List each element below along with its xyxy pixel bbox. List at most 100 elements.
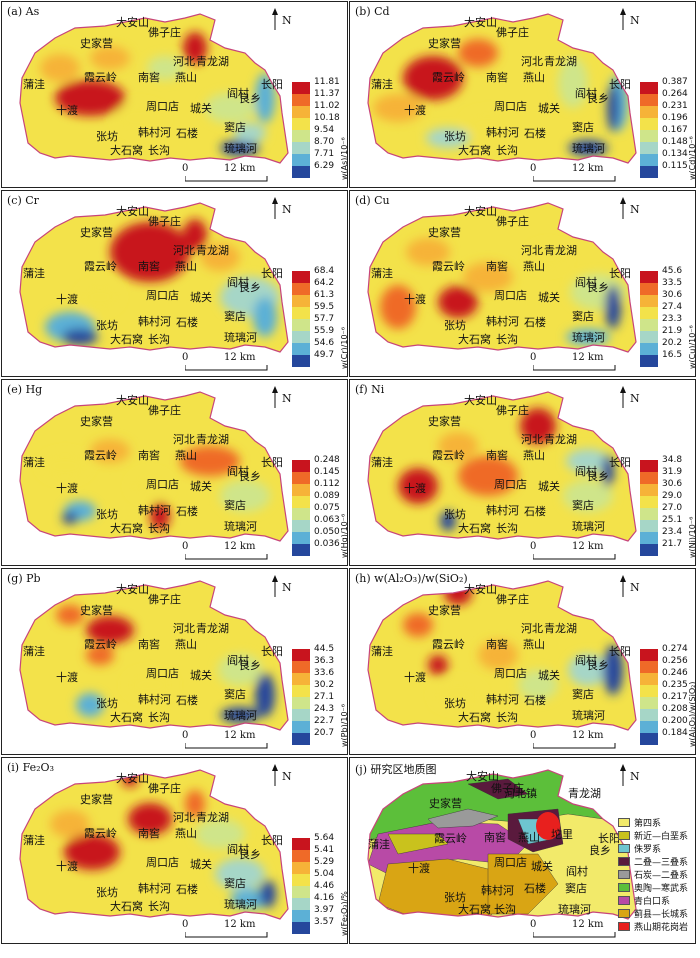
legend-value: 68.4 (314, 266, 335, 276)
scale-bar: 0 12 km (530, 352, 630, 374)
place-label: 长阳 (609, 78, 631, 91)
place-label: 大安山 (464, 394, 497, 407)
contour-zone (458, 39, 498, 67)
place-label: 张坊 (444, 508, 466, 521)
place-label: 城关 (538, 669, 560, 682)
legend-unit: w(Fe₂O₃)/% (340, 891, 348, 936)
place-label: 石楼 (176, 316, 198, 329)
contour-zone (440, 511, 456, 531)
legend-swatch (640, 649, 658, 661)
north-label: N (282, 581, 292, 594)
place-label: 窦店 (572, 688, 594, 701)
place-label: 佛子庄 (496, 404, 529, 417)
place-label: 蒲洼 (371, 645, 393, 658)
place-label: 佛子庄 (148, 26, 181, 39)
contour-zone (373, 94, 423, 122)
legend-swatch (292, 307, 310, 319)
place-label: 燕山 (523, 260, 545, 273)
contour-map (19, 580, 289, 731)
map-panel-g: (g) Pb 大安山 史家营 佛子庄 河北 青龙湖 蒲洼 霞云岭 南窖 燕山 长阳 十渡 周口店 城关 阎村… (1, 568, 348, 755)
contour-zone (463, 262, 513, 292)
place-label: 张坊 (444, 891, 466, 904)
place-label: 城关 (531, 860, 553, 873)
place-label: 坨里 (551, 828, 573, 841)
legend-swatch (640, 484, 658, 496)
contour-zone (563, 480, 613, 512)
place-label: 阎村 (227, 87, 249, 100)
place-label: 佛子庄 (148, 215, 181, 228)
north-label: N (630, 203, 640, 216)
panel-title: (j) 研究区地质图 (355, 763, 437, 776)
place-label: 史家营 (80, 226, 113, 239)
geologic-unit (387, 833, 449, 855)
legend-swatch (618, 870, 630, 879)
place-label: 河北 (173, 244, 195, 257)
place-label: 张坊 (96, 130, 118, 143)
place-label: 窦店 (224, 688, 246, 701)
place-label: 河北 (521, 55, 543, 68)
place-label: 霞云岭 (432, 260, 465, 273)
geology-legend-item: 二叠—三叠系 (618, 855, 688, 868)
place-label: 南窖 (484, 831, 506, 844)
place-label: 佛子庄 (496, 593, 529, 606)
legend-value: 57.7 (314, 314, 335, 324)
place-label: 霞云岭 (432, 449, 465, 462)
contour-zone (438, 286, 478, 318)
scale-zero: 0 (182, 730, 189, 741)
place-label: 佛子庄 (148, 782, 181, 795)
place-label: 青龙湖 (196, 433, 229, 446)
scale-zero: 0 (530, 163, 537, 174)
legend-swatch (292, 838, 310, 850)
legend-unit: w(Al₂O₃)/w(SiO₂) (688, 681, 696, 747)
legend-value: 31.9 (662, 467, 683, 477)
legend-swatch (640, 472, 658, 484)
legend-swatch (618, 818, 630, 827)
contour-zone (433, 680, 483, 710)
place-label: 良乡 (587, 281, 609, 294)
legend-value: 0.036 (314, 539, 340, 549)
legend-swatch (292, 721, 310, 733)
legend-label: 二叠—三叠系 (634, 858, 689, 868)
contour-zone (458, 456, 518, 496)
place-label: 南窖 (486, 638, 508, 651)
district-boundary (19, 202, 289, 353)
place-label: 长沟 (496, 711, 518, 724)
place-label: 长沟 (148, 711, 170, 724)
place-label: 城关 (538, 291, 560, 304)
geology-legend-item: 新近—白垩系 (618, 829, 688, 842)
place-label: 南窖 (486, 71, 508, 84)
contour-zone (215, 858, 265, 890)
place-label: 史家营 (429, 797, 462, 810)
place-label: 城关 (190, 480, 212, 493)
scale-zero: 0 (530, 730, 537, 741)
place-label: 史家营 (428, 415, 461, 428)
place-label: 大石窝 (458, 333, 491, 346)
contour-zone (607, 84, 619, 132)
legend-value: 0.231 (662, 101, 688, 111)
scale-distance: 12 km (224, 163, 256, 174)
legend-swatch (618, 896, 630, 905)
place-label: 大石窝 (458, 144, 491, 157)
place-label: 城关 (538, 480, 560, 493)
geology-legend-item: 石炭—二叠系 (618, 868, 688, 881)
legend-swatch (640, 496, 658, 508)
place-label: 史家营 (80, 37, 113, 50)
place-label: 石楼 (176, 694, 198, 707)
legend-value: 45.6 (662, 266, 683, 276)
map-panel-h: (h) w(Al₂O₃)/w(SiO₂) 大安山 史家营 佛子庄 河北 青龙湖 蒲洼 霞云岭 南… (349, 568, 696, 755)
panel-title: (h) w(Al₂O₃)/w(SiO₂) (355, 572, 468, 585)
contour-zone (255, 673, 275, 717)
legend-swatch (640, 118, 658, 130)
legend-swatch (292, 460, 310, 472)
legend-swatch (292, 673, 310, 685)
legend-value: 33.6 (314, 668, 335, 678)
place-label: 燕山 (523, 71, 545, 84)
legend-swatch (640, 721, 658, 733)
place-label: 大石窝 (110, 711, 143, 724)
place-label: 琉璃河 (572, 142, 605, 155)
place-label: 韩村河 (486, 693, 519, 706)
contour-zone (403, 613, 433, 637)
legend-swatch (292, 532, 310, 544)
legend-value: 11.81 (314, 77, 340, 87)
color-legend: 34.8 31.9 30.6 29.0 27.0 25.1 23.4 21.7 (640, 455, 682, 556)
